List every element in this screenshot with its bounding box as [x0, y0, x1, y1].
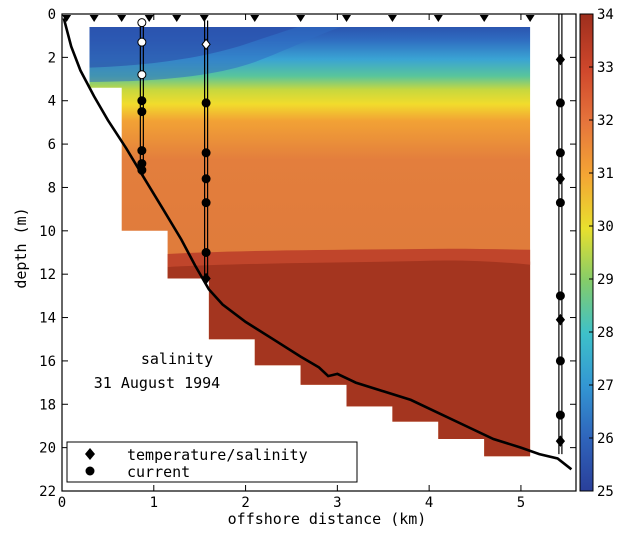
legend-diamond-marker — [85, 448, 95, 460]
current-meter-marker — [137, 146, 147, 156]
temperature-salinity-marker — [555, 435, 566, 447]
current-meter-marker — [555, 198, 565, 208]
current-meter-marker — [137, 37, 147, 47]
x-tick-label: 5 — [517, 495, 525, 511]
y-tick-label: 10 — [39, 224, 56, 240]
y-tick-label: 14 — [39, 311, 56, 327]
bathymetry-layer — [62, 17, 573, 471]
y-axis-label: depth (m) — [12, 207, 30, 288]
transition-layer — [150, 248, 531, 268]
x-tick-label: 1 — [150, 495, 158, 511]
current-meter-marker — [555, 148, 565, 158]
current-meter-marker — [555, 410, 565, 420]
surface-station-marker — [387, 15, 397, 22]
surface-station-marker — [199, 15, 209, 22]
current-meter-marker — [555, 356, 565, 366]
current-meter-marker — [201, 198, 211, 208]
temperature-salinity-marker — [555, 172, 566, 185]
colorbar-tick-label: 33 — [597, 60, 614, 76]
legend: temperature/salinity current — [66, 441, 358, 483]
current-meter-marker — [201, 98, 211, 108]
surface-station-marker — [525, 15, 535, 22]
current-meter-marker — [555, 98, 565, 108]
y-tick-label: 6 — [48, 137, 56, 153]
annotation-variable: salinity — [141, 350, 213, 368]
surface-station-marker — [89, 15, 99, 22]
surface-station-marker — [144, 15, 154, 22]
plot-frame — [61, 13, 577, 492]
moorings-layer — [137, 14, 566, 455]
surface-station-markers — [62, 15, 535, 22]
surface-station-marker — [117, 15, 127, 22]
y-axis-ticks: 0 2 4 6 8 10 12 14 16 18 20 22 — [39, 7, 576, 500]
y-tick-label: 22 — [39, 484, 56, 500]
colorbar-gradient — [579, 13, 594, 492]
y-tick-label: 0 — [48, 7, 56, 23]
colorbar-tick-label: 25 — [597, 484, 614, 500]
y-tick-label: 16 — [39, 354, 56, 370]
surface-station-marker — [342, 15, 352, 22]
colorbar-tick-label: 31 — [597, 166, 614, 182]
temperature-salinity-marker — [201, 272, 211, 285]
current-meter-marker — [555, 291, 565, 301]
y-tick-label: 18 — [39, 397, 56, 413]
legend-box — [66, 441, 358, 483]
x-tick-label: 2 — [241, 495, 249, 511]
x-tick-label: 0 — [58, 495, 66, 511]
temperature-salinity-marker — [555, 53, 566, 66]
x-tick-label: 4 — [425, 495, 433, 511]
current-meter-marker — [201, 248, 211, 257]
current-meter-marker — [137, 107, 147, 117]
colorbar-tick-label: 32 — [597, 113, 614, 129]
current-meter-marker — [137, 165, 147, 175]
bathymetry-line — [62, 17, 573, 471]
y-tick-label: 20 — [39, 441, 56, 457]
colorbar-tick-label: 26 — [597, 431, 614, 447]
current-meter-marker — [137, 18, 147, 28]
current-meter-marker — [137, 70, 147, 80]
surface-station-marker — [296, 15, 306, 22]
current-meter-marker — [201, 148, 211, 158]
legend-circle-marker — [85, 466, 95, 476]
y-tick-label: 8 — [48, 180, 56, 196]
legend-label-temperature-salinity: temperature/salinity — [127, 446, 308, 464]
colorbar-tick-label: 34 — [597, 7, 614, 23]
x-axis-label: offshore distance (km) — [228, 510, 427, 528]
x-axis-ticks: 0 1 2 3 4 5 — [58, 14, 525, 511]
temperature-salinity-marker — [201, 38, 211, 51]
temperature-salinity-marker — [555, 313, 566, 326]
colorbar-tick-label: 27 — [597, 378, 614, 394]
plot-axes — [61, 13, 577, 492]
current-meter-marker — [137, 96, 147, 106]
colorbar-tick-label: 30 — [597, 219, 614, 235]
y-tick-label: 2 — [48, 50, 56, 66]
colorbar: 25 26 27 28 29 30 31 32 33 34 — [579, 7, 614, 500]
annotation-date: 31 August 1994 — [94, 374, 220, 392]
current-meter-marker — [201, 174, 211, 184]
surface-station-marker — [172, 15, 182, 22]
surface-station-marker — [250, 15, 260, 22]
colorbar-tick-label: 29 — [597, 272, 614, 288]
surface-station-marker — [479, 15, 489, 22]
legend-label-current: current — [127, 463, 190, 481]
y-tick-label: 12 — [39, 267, 56, 283]
surface-station-marker — [433, 15, 443, 22]
y-tick-label: 4 — [48, 94, 56, 110]
colorbar-tick-label: 28 — [597, 325, 614, 341]
surface-station-marker — [62, 15, 72, 22]
x-tick-label: 3 — [333, 495, 341, 511]
